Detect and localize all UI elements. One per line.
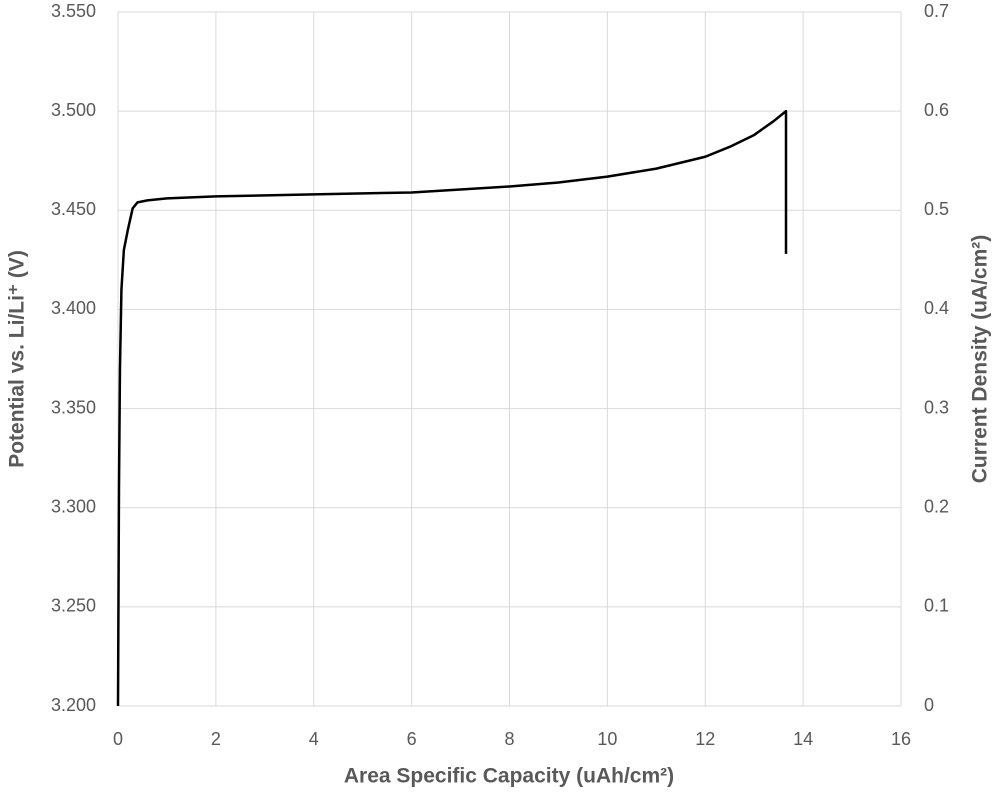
y-tick-label: 3.500 <box>51 100 96 120</box>
y2-tick-label: 0.6 <box>924 100 949 120</box>
x-tick-label: 0 <box>113 729 123 749</box>
y2-tick-label: 0.3 <box>924 397 949 417</box>
y-axis-title: Potential vs. Li/Li⁺ (V) <box>6 250 29 468</box>
y-tick-label: 3.450 <box>51 199 96 219</box>
y2-tick-label: 0.2 <box>924 496 949 516</box>
y2-tick-label: 0.5 <box>924 199 949 219</box>
x-tick-label: 16 <box>891 729 911 749</box>
y2-axis-title: Current Density (uA/cm²) <box>969 235 992 484</box>
x-tick-label: 14 <box>793 729 813 749</box>
x-tick-label: 6 <box>407 729 417 749</box>
y-tick-label: 3.400 <box>51 298 96 318</box>
x-tick-label: 8 <box>504 729 514 749</box>
y-tick-label: 3.550 <box>51 1 96 21</box>
y-tick-label: 3.350 <box>51 397 96 417</box>
y2-tick-label: 0.7 <box>924 1 949 21</box>
x-tick-label: 4 <box>309 729 319 749</box>
y-tick-label: 3.200 <box>51 695 96 715</box>
data-line <box>116 109 788 707</box>
y2-tick-label: 0.4 <box>924 298 949 318</box>
x-tick-label: 12 <box>695 729 715 749</box>
y-tick-label: 3.300 <box>51 496 96 516</box>
y-tick-label: 3.250 <box>51 596 96 616</box>
y2-tick-label: 0 <box>924 695 934 715</box>
x-tick-label: 10 <box>597 729 617 749</box>
x-axis-title: Area Specific Capacity (uAh/cm²) <box>344 765 674 788</box>
x-tick-label: 2 <box>211 729 221 749</box>
y2-tick-label: 0.1 <box>924 596 949 616</box>
